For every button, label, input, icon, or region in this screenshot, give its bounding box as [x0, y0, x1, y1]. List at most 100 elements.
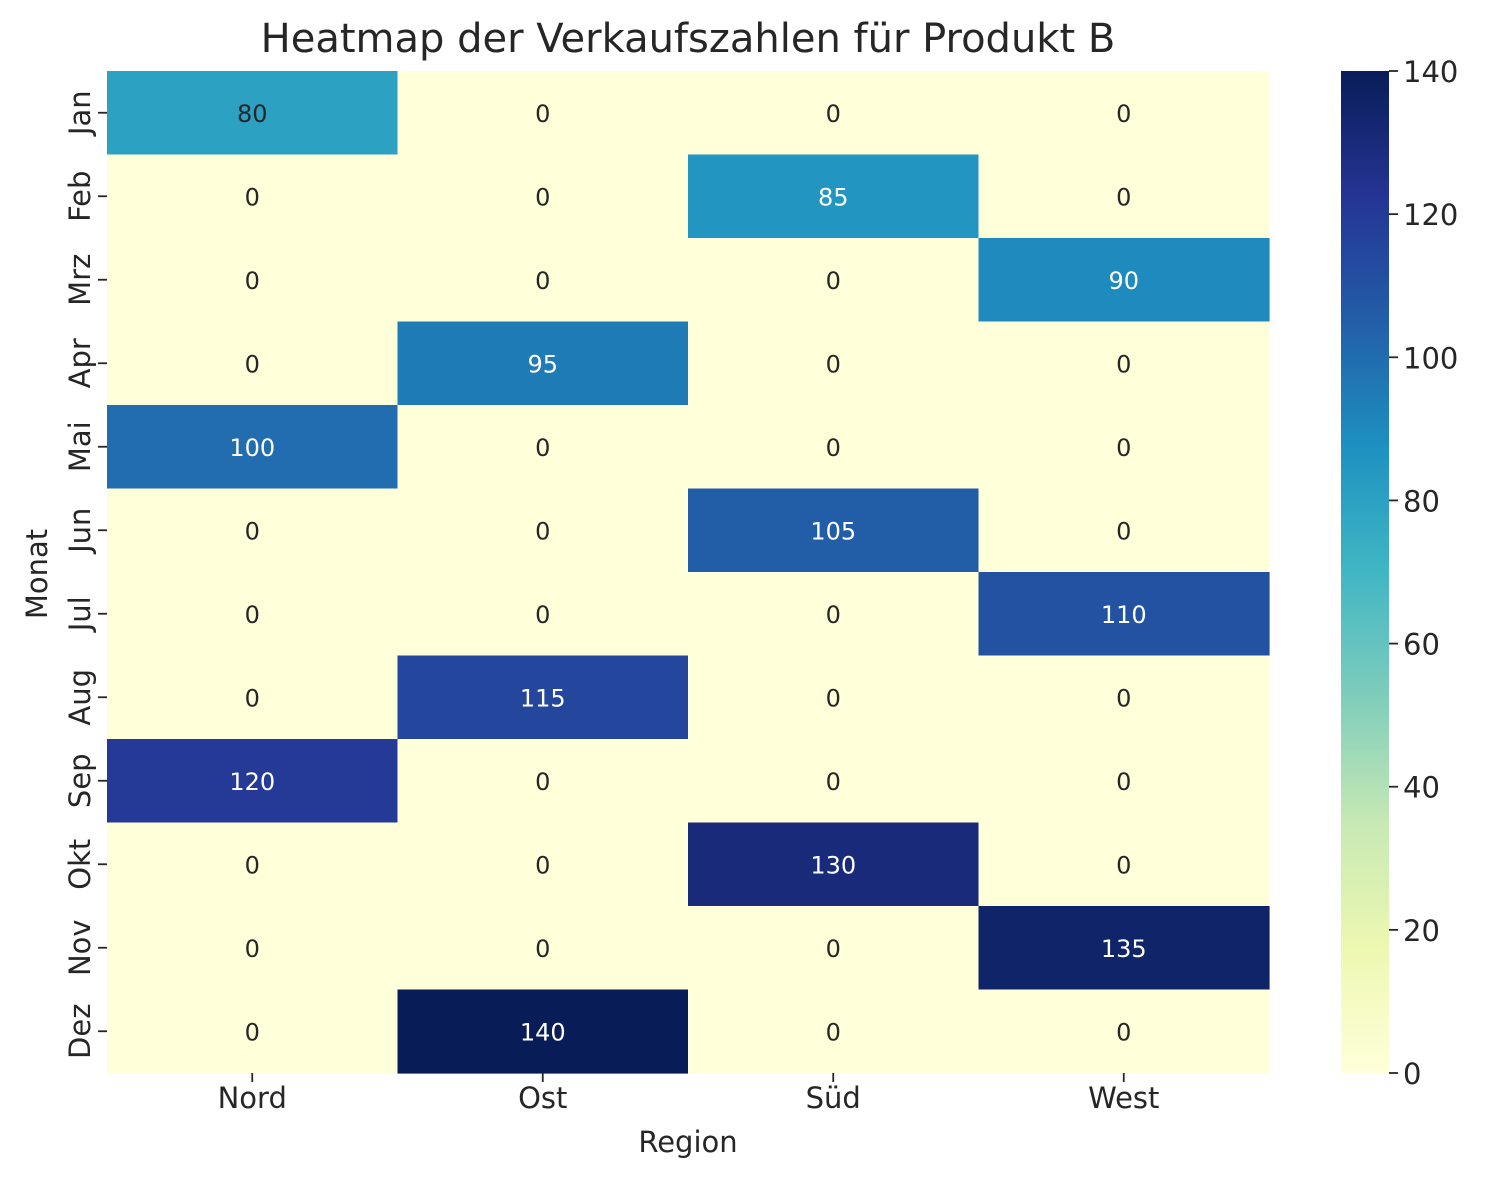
cell-value-label: 0 — [1116, 684, 1131, 712]
heatmap-cell — [978, 238, 1270, 323]
y-tick-label: Jan — [63, 90, 97, 137]
heatmap-cell — [397, 906, 689, 991]
cell-value-label: 0 — [535, 851, 550, 879]
cell-value-label: 0 — [826, 935, 841, 963]
heatmap-cell — [107, 321, 399, 406]
heatmap-cell — [107, 405, 399, 490]
colorbar-tick-label: 60 — [1403, 628, 1440, 662]
cell-value-label: 100 — [229, 434, 275, 462]
cell-value-label: 0 — [826, 768, 841, 796]
cell-value-label: 90 — [1108, 267, 1139, 295]
cell-value-label: 0 — [1116, 517, 1131, 545]
y-tick-label: Nov — [63, 919, 97, 976]
heatmap-cell — [978, 906, 1270, 991]
heatmap-cell — [978, 71, 1270, 156]
heatmap-cell — [397, 989, 689, 1074]
heatmap-cell — [688, 655, 980, 740]
colorbar: 0 20 40 60 80 100 120 140 — [1341, 55, 1458, 1091]
y-tick-label: Mai — [63, 421, 97, 472]
cell-value-label: 135 — [1101, 935, 1147, 963]
cell-value-label: 0 — [245, 851, 260, 879]
heatmap-cells: 80 0 0 0 0 0 85 0 0 0 0 90 0 95 0 0 100 0 0 0 0 0 105 0 0 0 0 110 0 1… — [107, 71, 1270, 1074]
heatmap-cell — [107, 238, 399, 323]
heatmap-cell — [978, 572, 1270, 657]
heatmap-cell — [107, 739, 399, 824]
heatmap-cell — [688, 321, 980, 406]
cell-value-label: 0 — [826, 267, 841, 295]
x-tick-label: West — [1088, 1081, 1159, 1115]
cell-value-label: 0 — [1116, 1018, 1131, 1046]
heatmap-cell — [978, 321, 1270, 406]
cell-value-label: 0 — [1116, 100, 1131, 128]
x-axis: Nord Ost Süd West — [218, 1073, 1159, 1115]
cell-value-label: 0 — [245, 267, 260, 295]
x-tick-label: Süd — [806, 1081, 861, 1115]
y-tick-label: Dez — [63, 1004, 97, 1059]
cell-value-label: 105 — [810, 517, 856, 545]
heatmap-cell — [978, 822, 1270, 907]
heatmap-cell — [688, 572, 980, 657]
colorbar-tick-label: 140 — [1403, 55, 1458, 89]
heatmap-cell — [397, 488, 689, 573]
heatmap-cell — [107, 822, 399, 907]
heatmap-cell — [688, 739, 980, 824]
heatmap-cell — [688, 154, 980, 239]
cell-value-label: 0 — [1116, 851, 1131, 879]
cell-value-label: 0 — [535, 517, 550, 545]
y-tick-label: Mrz — [63, 254, 97, 306]
heatmap-cell — [107, 906, 399, 991]
heatmap-cell — [397, 238, 689, 323]
cell-value-label: 85 — [818, 183, 849, 211]
heatmap-cell — [688, 238, 980, 323]
cell-value-label: 0 — [535, 434, 550, 462]
heatmap-cell — [107, 154, 399, 239]
heatmap-cell — [978, 488, 1270, 573]
cell-value-label: 0 — [245, 350, 260, 378]
heatmap-cell — [688, 906, 980, 991]
cell-value-label: 140 — [520, 1018, 566, 1046]
heatmap-cell — [397, 321, 689, 406]
cell-value-label: 0 — [1116, 350, 1131, 378]
heatmap-cell — [688, 822, 980, 907]
heatmap-cell — [688, 989, 980, 1074]
heatmap-cell — [107, 572, 399, 657]
cell-value-label: 120 — [229, 768, 275, 796]
cell-value-label: 0 — [1116, 183, 1131, 211]
heatmap-cell — [978, 154, 1270, 239]
colorbar-tick-label: 120 — [1403, 198, 1458, 232]
heatmap-cell — [107, 989, 399, 1074]
cell-value-label: 0 — [535, 267, 550, 295]
heatmap-cell — [688, 405, 980, 490]
cell-value-label: 0 — [1116, 768, 1131, 796]
heatmap-cell — [107, 488, 399, 573]
heatmap-cell — [397, 822, 689, 907]
chart-title: Heatmap der Verkaufszahlen für Produkt B — [261, 16, 1116, 62]
heatmap-cell — [978, 989, 1270, 1074]
cell-value-label: 130 — [810, 851, 856, 879]
cell-value-label: 0 — [535, 183, 550, 211]
y-tick-label: Aug — [63, 669, 97, 726]
colorbar-gradient — [1341, 71, 1389, 1073]
x-tick-label: Ost — [518, 1081, 567, 1115]
cell-value-label: 0 — [245, 601, 260, 629]
colorbar-tick-label: 40 — [1403, 771, 1440, 805]
heatmap-cell — [397, 655, 689, 740]
cell-value-label: 80 — [237, 100, 268, 128]
heatmap-cell — [397, 572, 689, 657]
heatmap-cell — [688, 488, 980, 573]
cell-value-label: 0 — [1116, 434, 1131, 462]
cell-value-label: 0 — [826, 100, 841, 128]
y-tick-label: Okt — [63, 839, 97, 890]
y-tick-label: Feb — [63, 171, 97, 222]
cell-value-label: 110 — [1101, 601, 1147, 629]
heatmap-cell — [107, 655, 399, 740]
cell-value-label: 0 — [826, 601, 841, 629]
cell-value-label: 0 — [826, 1018, 841, 1046]
heatmap-cell — [107, 71, 399, 156]
cell-value-label: 115 — [520, 684, 566, 712]
colorbar-tick-label: 20 — [1403, 914, 1440, 948]
heatmap-cell — [397, 154, 689, 239]
colorbar-tick-label: 100 — [1403, 341, 1458, 375]
y-tick-label: Sep — [63, 753, 97, 808]
